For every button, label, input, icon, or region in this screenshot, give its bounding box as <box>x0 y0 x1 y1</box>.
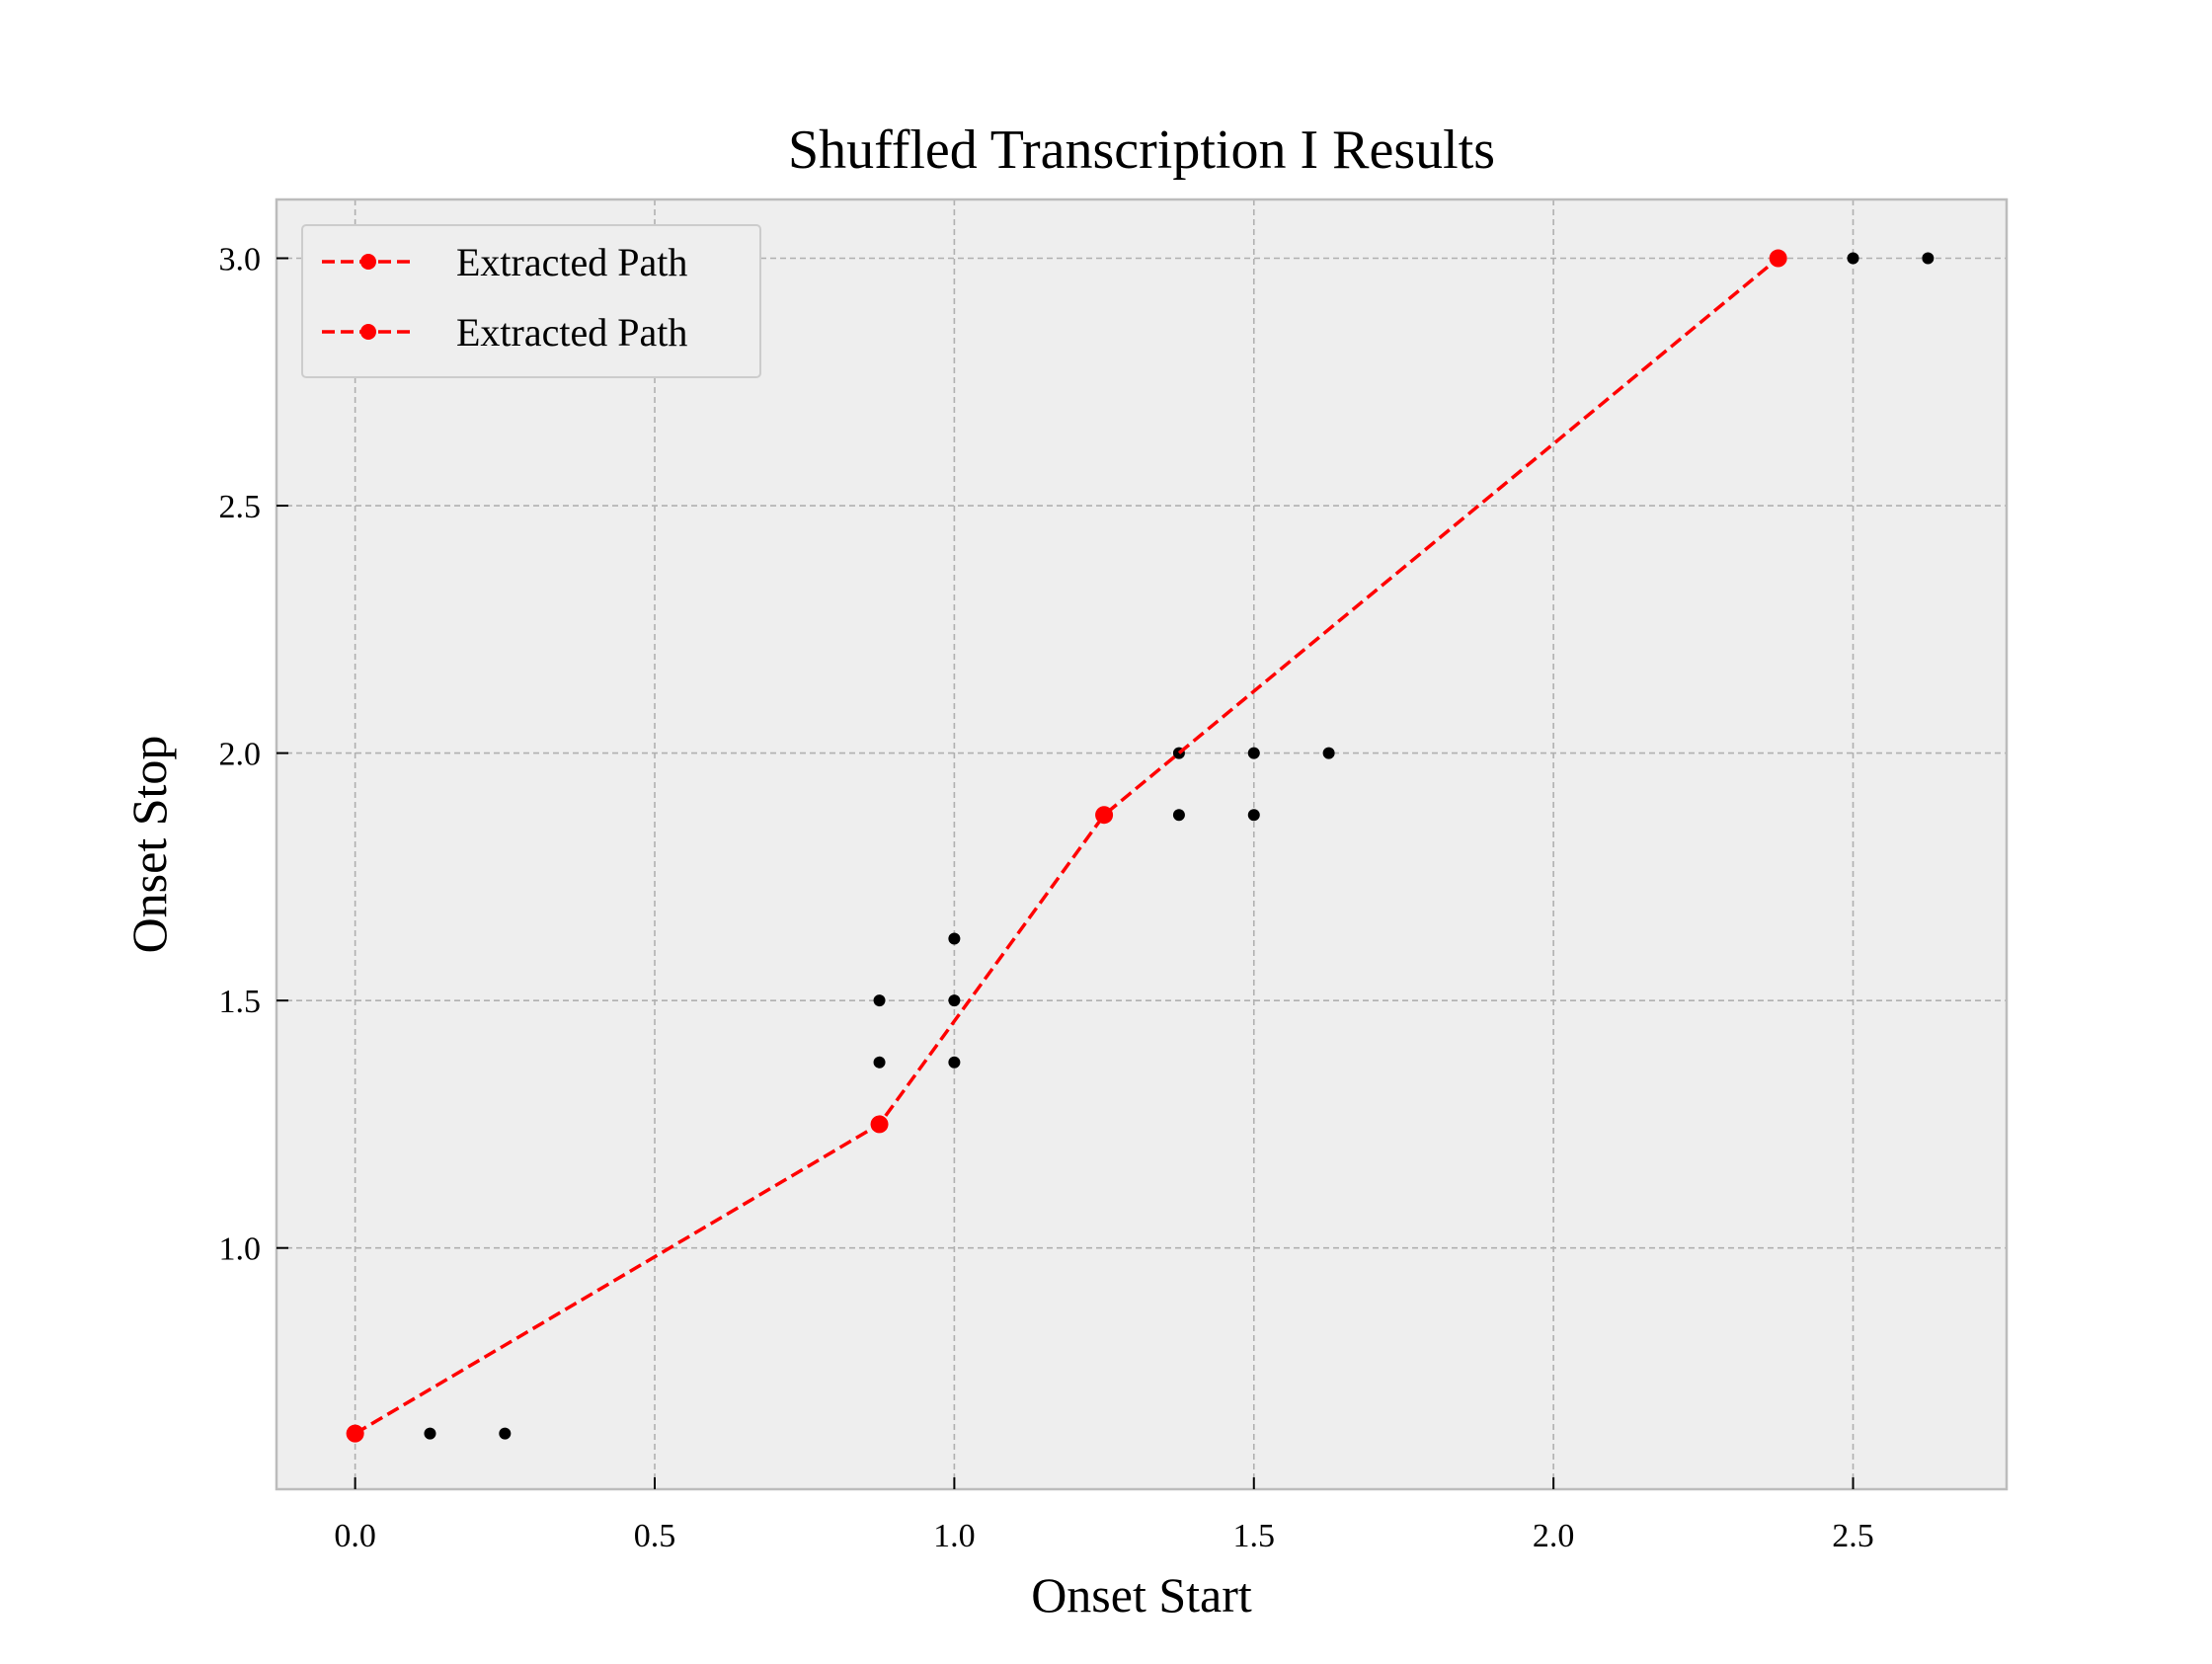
scatter-point <box>1922 252 1935 265</box>
extracted-path-point <box>870 1115 889 1134</box>
scatter-point <box>1322 747 1335 759</box>
y-tick-label: 1.5 <box>219 984 262 1020</box>
y-tick-label: 3.0 <box>219 242 262 278</box>
legend-marker-1 <box>360 254 376 270</box>
y-tick-label: 2.0 <box>219 737 262 773</box>
x-tick-label: 0.0 <box>334 1518 376 1554</box>
legend-box <box>301 224 761 378</box>
scatter-point <box>1247 809 1260 822</box>
chart-title: Shuffled Transcription I Results <box>788 119 1495 181</box>
scatter-point <box>948 994 961 1007</box>
x-tick-label: 2.5 <box>1832 1518 1874 1554</box>
scatter-point <box>873 994 886 1007</box>
scatter-point <box>1847 252 1859 265</box>
legend: Extracted Path Extracted Path <box>301 224 761 378</box>
legend-entry-1: Extracted Path <box>456 240 687 284</box>
scatter-point <box>948 932 961 945</box>
scatter-point <box>948 1056 961 1069</box>
scatter-point <box>424 1427 436 1440</box>
y-axis-label: Onset Stop <box>121 736 177 954</box>
plot-frame <box>275 198 2009 1491</box>
axis-ticks: 0.0 0.5 1.0 1.5 2.0 2.5 1.0 1.5 2.0 2.5 3.0 <box>219 242 1874 1554</box>
extracted-path-point <box>346 1424 364 1443</box>
scatter-point <box>873 1056 886 1069</box>
x-axis-label: Onset Start <box>1031 1567 1252 1623</box>
scatter-point <box>499 1427 512 1440</box>
extracted-path-line <box>354 257 1779 1436</box>
extracted-path-point <box>1769 249 1787 268</box>
extracted-path-point <box>1095 806 1114 825</box>
y-tick-label: 2.5 <box>219 489 262 525</box>
data-series <box>346 249 1935 1443</box>
x-tick-label: 2.0 <box>1533 1518 1575 1554</box>
scatter-point <box>1247 747 1260 759</box>
legend-entry-2: Extracted Path <box>456 310 687 355</box>
scatter-point <box>1172 809 1185 822</box>
plot-area <box>276 199 2007 1489</box>
y-tick-label: 1.0 <box>219 1231 262 1268</box>
x-tick-label: 0.5 <box>634 1518 676 1554</box>
legend-marker-2 <box>360 324 376 340</box>
x-tick-label: 1.0 <box>933 1518 976 1554</box>
x-tick-label: 1.5 <box>1233 1518 1276 1554</box>
